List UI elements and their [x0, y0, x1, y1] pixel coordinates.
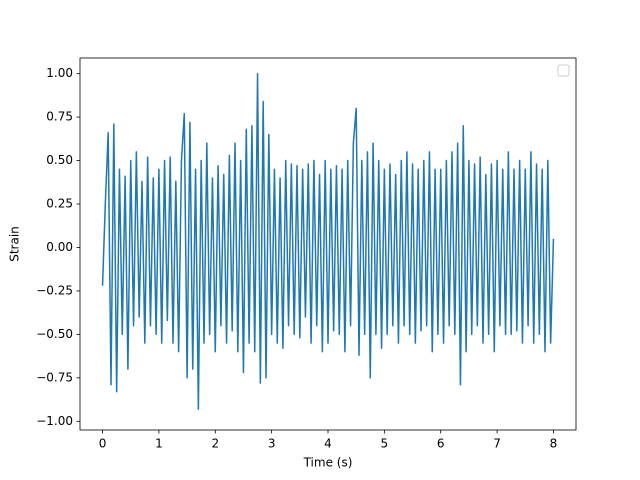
- signal-line: [101, 72, 555, 410]
- y-tick-label: −1.00: [36, 414, 73, 428]
- x-tick-label: 1: [155, 437, 163, 451]
- y-tick-label: −0.25: [36, 283, 73, 297]
- y-tick-label: −0.75: [36, 370, 73, 384]
- x-tick-label: 5: [381, 437, 389, 451]
- legend: [557, 64, 570, 77]
- x-axis-label: Time (s): [303, 456, 353, 470]
- x-tick-label: 8: [550, 437, 558, 451]
- x-tick-label: 6: [437, 437, 445, 451]
- x-tick-label: 0: [99, 437, 107, 451]
- y-tick-label: −0.50: [36, 327, 73, 341]
- y-tick-label: 0.25: [46, 197, 73, 211]
- y-axis-label: Strain: [8, 226, 22, 262]
- x-tick-label: 4: [324, 437, 332, 451]
- x-tick-label: 7: [493, 437, 501, 451]
- y-tick-label: 0.50: [46, 153, 73, 167]
- x-tick-label: 2: [211, 437, 219, 451]
- y-tick-label: 0.75: [46, 110, 73, 124]
- plot-area: [101, 72, 555, 410]
- y-tick-label: 1.00: [46, 66, 73, 80]
- x-tick-label: 3: [268, 437, 276, 451]
- y-tick-label: 0.00: [46, 240, 73, 254]
